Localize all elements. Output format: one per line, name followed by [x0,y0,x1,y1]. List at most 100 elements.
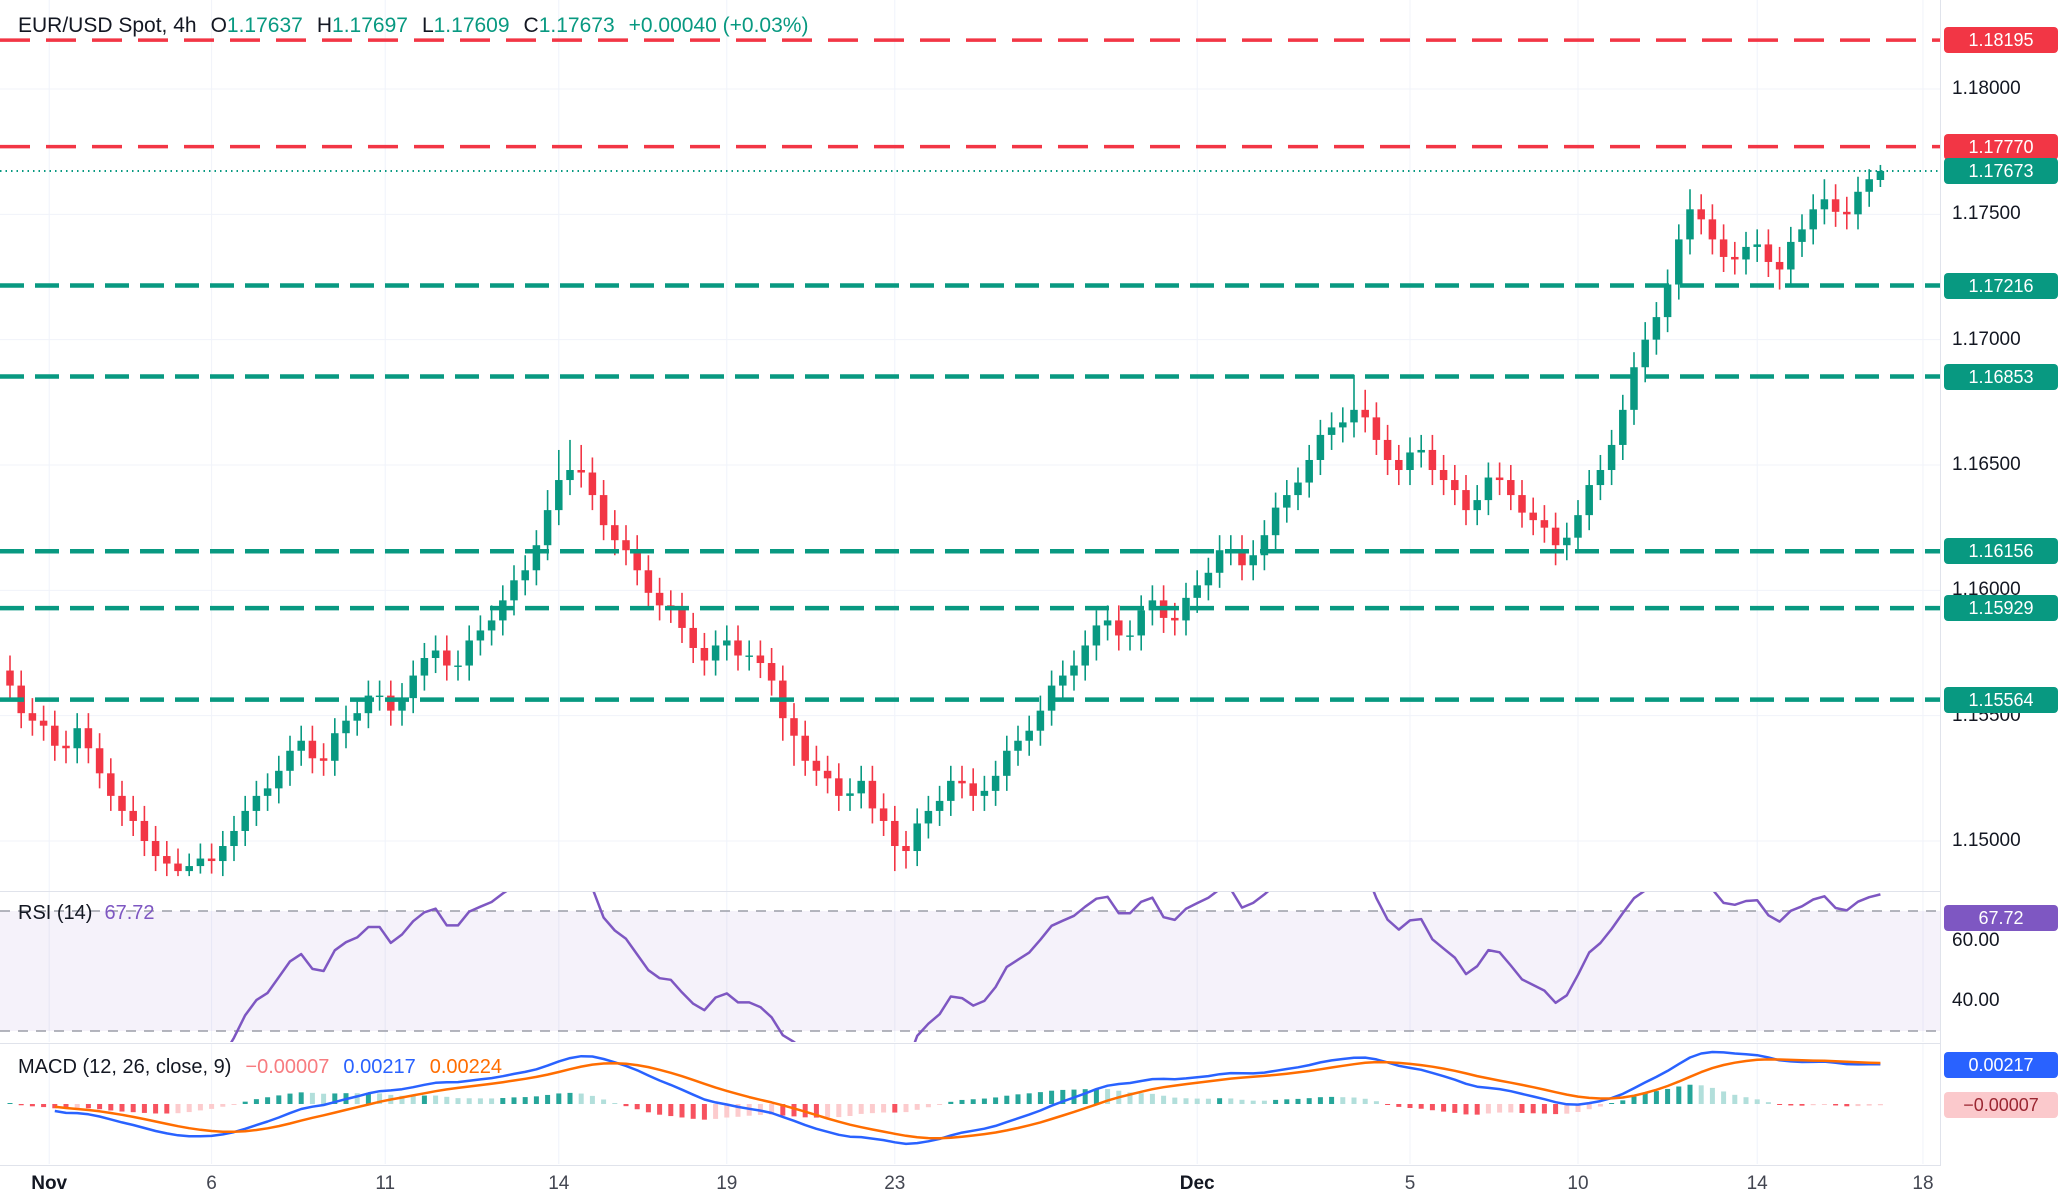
macd-hist-bar [1306,1098,1312,1104]
macd-hist-bar [1788,1104,1794,1106]
macd-hist-bar [1060,1089,1066,1104]
macd-hist-bar [937,1104,943,1105]
time-label: 14 [548,1173,570,1194]
candle [1081,645,1089,666]
macd-hist-bar [1351,1097,1357,1104]
rsi-tick-label: 40.00 [1952,990,2000,1011]
candle [823,770,832,779]
macd-pane[interactable] [0,1044,1940,1164]
price-level-badge: 1.18195 [1944,27,2058,54]
candle [913,823,921,852]
macd-hist-bar [231,1104,237,1105]
candle [1596,470,1605,486]
time-label: 23 [884,1173,906,1194]
candle [1305,459,1313,483]
candle [1686,209,1694,240]
candle [387,695,395,711]
candle [230,830,238,847]
candle [1619,409,1627,445]
pane-divider[interactable] [0,1043,2064,1044]
candle [331,733,339,761]
price-tick-label: 1.18000 [1952,78,2021,99]
macd-hist-bar [1866,1104,1872,1106]
candle [991,775,1000,791]
candle [487,620,496,631]
price-pane[interactable] [0,0,1940,891]
price-level-badge: 1.17770 [1944,133,2058,160]
candle [1014,740,1022,751]
macd-hist-bar [657,1104,663,1115]
low-value: 1.17609 [433,14,510,37]
close-value: 1.17673 [538,14,615,37]
macd-hist-bar [410,1095,416,1104]
candle [28,713,37,721]
candle [1540,520,1549,528]
price-tick-label: 1.17000 [1952,328,2021,350]
candle [611,525,619,541]
price-axis-divider [1940,0,1941,1166]
time-label: 19 [716,1173,738,1194]
level-lines [0,38,1940,702]
macd-hist-bar [1418,1104,1424,1109]
macd-legend: MACD (12, 26, close, 9) −0.00007 0.00217 0.… [18,1056,502,1079]
candle [566,470,574,481]
time-label: 10 [1567,1173,1589,1194]
price-level-badge: 1.16156 [1944,538,2058,565]
rsi-pane[interactable] [0,892,1940,1042]
rsi-legend-label: RSI (14) [18,902,93,924]
macd-hist-bar [298,1092,304,1104]
macd-hist-bar [1329,1096,1335,1104]
macd-hist-bar [1855,1104,1861,1107]
candle [1865,179,1873,192]
macd-hist-bar [556,1093,562,1104]
candle [219,846,227,862]
macd-hist-bar [993,1097,999,1104]
macd-hist-bar [1642,1093,1648,1104]
macd-hist-bar [1261,1100,1267,1104]
candle [1092,625,1101,646]
candle [756,655,765,664]
macd-hist-bar [724,1104,730,1118]
price-tick-label: 1.15000 [1952,830,2021,851]
rsi-line [230,892,1881,1042]
candle [521,570,529,581]
candle [62,745,70,749]
macd-hist-bar [1698,1085,1704,1104]
candle [308,740,317,759]
macd-hist-bar [1429,1104,1435,1111]
time-axis[interactable]: Nov 6 11 14 19 23 Dec 5 10 14 18 [0,1166,2064,1202]
macd-hist-bar [1205,1098,1211,1104]
candle [633,550,641,571]
candle [1115,620,1123,636]
candle [891,820,899,847]
macd-hist-bar [903,1104,909,1113]
macd-hist-bar [1620,1100,1626,1104]
candle [958,780,966,784]
time-label: Nov [31,1173,68,1194]
candle [1238,550,1246,566]
macd-hist-bar [1877,1104,1883,1106]
candle [622,540,630,551]
price-level-badge: 1.15564 [1944,686,2058,713]
candle [297,740,305,751]
candle [1327,427,1336,435]
candle [1719,239,1728,257]
macd-hist-bar [1239,1099,1245,1104]
candle [1675,239,1683,285]
candle [1708,219,1717,240]
candle [364,695,373,714]
macd-hist-bar [220,1104,226,1107]
price-level-badge: 1.17216 [1944,272,2058,299]
macd-hist-bar [1833,1104,1839,1106]
macd-hist-bar [1844,1104,1850,1107]
symbol-legend: EUR/USD Spot, 4h O1.17637 H1.17697 L1.17609… [18,14,808,38]
macd-hist-bar [1810,1104,1816,1106]
candle [689,627,697,648]
macd-hist-bar [153,1104,159,1114]
pane-divider[interactable] [0,891,2064,892]
candle [555,480,563,511]
price-level-badge: 1.15929 [1944,595,2058,622]
macd-hist-bar [186,1104,192,1113]
price-axis[interactable]: 1.18000 1.17500 1.17000 1.16500 1.16000 1.155… [1941,0,2064,1166]
